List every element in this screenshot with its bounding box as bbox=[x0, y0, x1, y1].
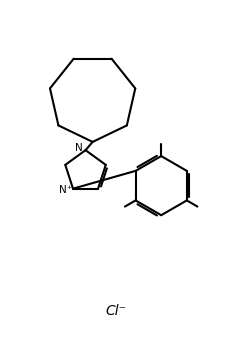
Text: Cl⁻: Cl⁻ bbox=[106, 304, 127, 318]
Text: N: N bbox=[75, 143, 83, 153]
Text: N⁺: N⁺ bbox=[59, 185, 72, 195]
